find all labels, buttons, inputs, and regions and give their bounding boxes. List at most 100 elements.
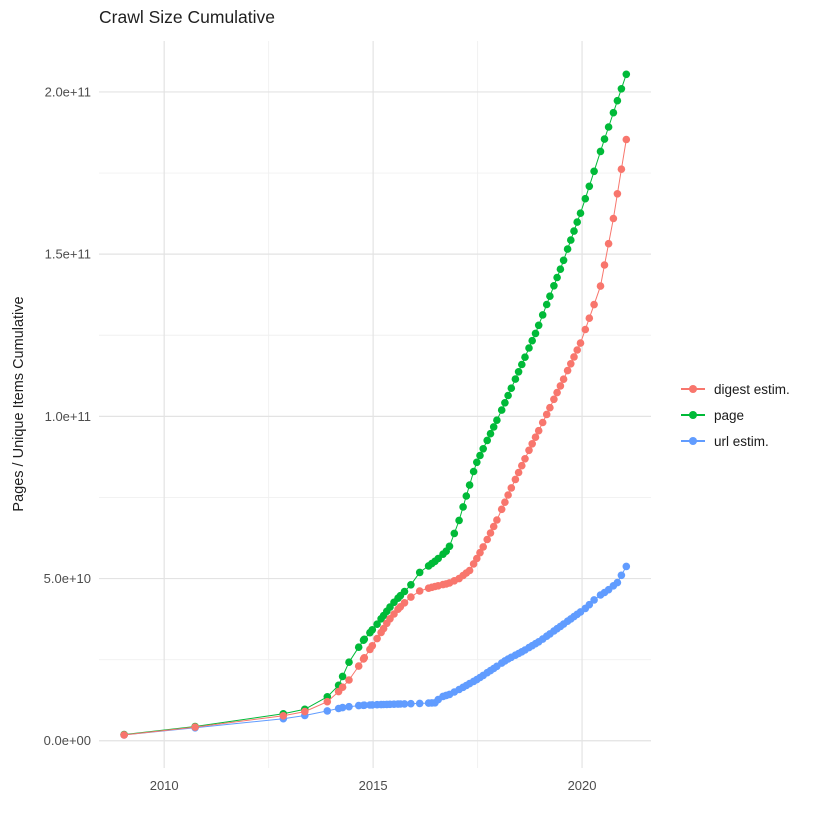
data-point <box>563 245 572 253</box>
data-point <box>518 461 526 470</box>
data-point <box>596 147 605 156</box>
legend-label-digest: digest estim. <box>714 381 790 397</box>
data-point <box>585 182 594 191</box>
data-point <box>617 165 626 173</box>
series-url-estim <box>120 562 631 739</box>
data-point <box>323 697 332 706</box>
data-point <box>542 300 551 309</box>
x-tick-label: 2015 <box>359 778 388 793</box>
data-point <box>483 436 492 445</box>
data-point <box>415 568 424 577</box>
data-point <box>590 300 598 309</box>
data-point <box>613 96 622 105</box>
data-point <box>407 581 415 589</box>
data-point <box>373 634 381 643</box>
data-point <box>507 384 516 393</box>
data-point <box>542 410 551 419</box>
data-point <box>553 388 561 397</box>
data-point <box>473 458 481 467</box>
data-point <box>407 593 415 601</box>
data-point <box>576 339 585 347</box>
data-point <box>581 325 590 334</box>
data-point <box>504 491 512 499</box>
legend-label-page: page <box>714 407 745 423</box>
data-point <box>489 423 498 431</box>
data-point <box>400 700 409 708</box>
data-point <box>473 554 481 563</box>
data-point <box>497 505 506 514</box>
data-point <box>459 503 467 511</box>
data-point <box>613 578 622 587</box>
legend-key-page-icon <box>681 406 705 424</box>
legend-key-digest-icon <box>681 380 705 398</box>
data-point <box>479 445 488 453</box>
data-point <box>511 375 520 383</box>
series-page <box>120 70 631 739</box>
data-point <box>493 516 501 524</box>
data-point <box>521 455 529 463</box>
data-point <box>476 451 484 460</box>
data-point <box>338 683 347 691</box>
data-point <box>617 571 626 580</box>
data-point <box>504 391 512 400</box>
data-point <box>360 701 369 709</box>
data-point <box>604 123 613 131</box>
series-digest-estim <box>120 135 631 739</box>
data-point <box>590 167 598 176</box>
data-point <box>465 566 474 575</box>
data-point <box>609 108 618 117</box>
data-point <box>493 416 501 425</box>
data-point <box>407 699 415 708</box>
data-point <box>573 218 581 226</box>
data-point <box>486 529 495 537</box>
data-point <box>462 492 471 500</box>
data-point <box>191 723 199 731</box>
data-point <box>507 484 516 492</box>
data-point <box>455 516 463 525</box>
data-point <box>604 239 613 248</box>
y-tick-label: 1.0e+11 <box>45 409 91 424</box>
data-point <box>354 643 363 651</box>
data-point <box>600 261 609 269</box>
data-point <box>538 311 547 319</box>
data-point <box>465 481 474 489</box>
data-point <box>501 399 509 407</box>
data-point <box>345 658 353 666</box>
data-point <box>531 329 540 338</box>
chart-title: Crawl Size Cumulative <box>99 7 276 27</box>
data-point <box>600 135 609 143</box>
data-point <box>613 190 622 198</box>
data-point <box>528 336 536 345</box>
data-point <box>585 600 594 609</box>
data-point <box>567 236 575 244</box>
data-point <box>489 522 498 531</box>
data-point <box>534 426 543 435</box>
gridlines <box>99 41 651 768</box>
data-point <box>360 654 369 662</box>
data-point <box>534 321 543 330</box>
data-point <box>596 282 605 290</box>
data-point <box>514 368 523 376</box>
legend-item-page: page <box>681 406 790 424</box>
axis-tick-labels: 0.0e+00 5.0e+10 1.0e+11 1.5e+11 2.0e+11 2010 2… <box>44 84 597 793</box>
legend-item-digest: digest estim. <box>681 380 790 398</box>
data-point <box>415 699 424 708</box>
data-point <box>546 292 554 301</box>
data-point <box>567 360 575 368</box>
data-point <box>622 70 631 79</box>
data-point <box>400 587 409 596</box>
data-point <box>476 548 484 557</box>
data-point <box>368 642 377 650</box>
data-point <box>479 543 488 551</box>
data-point <box>497 406 506 414</box>
data-point <box>279 712 288 720</box>
y-tick-label: 0.0e+00 <box>44 733 91 748</box>
data-point <box>550 282 558 290</box>
x-tick-label: 2010 <box>150 778 179 793</box>
data-point <box>120 731 128 739</box>
data-point <box>581 194 590 203</box>
data-point <box>521 353 529 362</box>
y-tick-label: 5.0e+10 <box>44 571 91 586</box>
data-point <box>323 707 332 715</box>
data-point <box>511 475 520 484</box>
